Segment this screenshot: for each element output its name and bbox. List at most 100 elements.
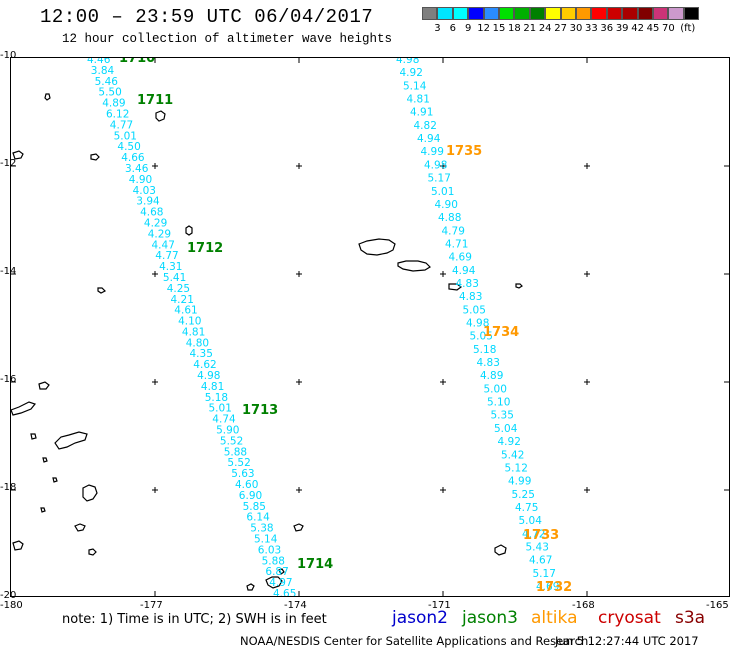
island-tonga-1 bbox=[494, 544, 507, 556]
jason3-track-west: 4.463.845.465.504.896.124.775.014.504.66… bbox=[87, 54, 296, 600]
swh-value: 4.83 bbox=[477, 357, 500, 369]
pass-time-label: 1733 bbox=[523, 528, 559, 543]
grid-tick bbox=[440, 487, 446, 493]
swh-value: 5.43 bbox=[526, 542, 549, 554]
colorbar-label: 45 bbox=[646, 23, 660, 34]
swh-value: 4.81 bbox=[182, 326, 205, 338]
pass-time-label: 1713 bbox=[242, 403, 278, 418]
colorbar-swatch bbox=[437, 7, 453, 20]
latitude-label: -16 bbox=[0, 374, 17, 385]
grid-tick bbox=[296, 271, 302, 277]
grid-tick bbox=[584, 163, 590, 169]
island-outlines bbox=[10, 93, 523, 591]
swh-value: 5.00 bbox=[484, 383, 507, 395]
island-fiji-1 bbox=[10, 401, 37, 416]
legend-jason2: jason2 bbox=[392, 608, 448, 628]
colorbar-label: 18 bbox=[508, 23, 521, 34]
island-small-5 bbox=[515, 283, 523, 289]
colorbar-label: 33 bbox=[585, 23, 598, 34]
swh-value: 5.18 bbox=[473, 344, 496, 356]
swh-value: 6.03 bbox=[258, 544, 281, 556]
island-fiji-8 bbox=[12, 540, 24, 551]
swh-value: 4.81 bbox=[407, 94, 430, 106]
longitude-label: -168 bbox=[572, 600, 595, 611]
colorbar-swatch bbox=[483, 7, 499, 20]
colorbar-label: 39 bbox=[615, 23, 629, 34]
longitude-label: -174 bbox=[284, 600, 307, 611]
colorbar-swatch bbox=[560, 7, 576, 20]
swh-value: 4.66 bbox=[121, 152, 145, 164]
swh-value: 4.29 bbox=[144, 218, 167, 230]
island-futuna bbox=[185, 225, 193, 236]
swh-value: 5.88 bbox=[224, 446, 247, 458]
swh-value: 4.80 bbox=[186, 337, 209, 349]
legend-jason3: jason3 bbox=[462, 608, 518, 628]
pass-time-label: 1735 bbox=[446, 144, 482, 159]
swh-value: 5.52 bbox=[227, 457, 250, 469]
swh-value: 5.01 bbox=[209, 403, 232, 415]
swh-value: 4.99 bbox=[421, 146, 444, 158]
island-small-6 bbox=[448, 283, 462, 291]
swh-value: 5.04 bbox=[494, 423, 518, 435]
swh-value: 4.92 bbox=[498, 436, 521, 448]
map-canvas: 4.463.845.465.504.896.124.775.014.504.66… bbox=[10, 51, 729, 600]
graticule-grid bbox=[11, 58, 729, 596]
swh-value: 4.89 bbox=[102, 98, 125, 110]
colorbar-label: 15 bbox=[492, 23, 506, 34]
swh-value: 4.71 bbox=[445, 238, 468, 250]
swh-value: 5.05 bbox=[470, 331, 493, 343]
swh-value: 4.75 bbox=[515, 502, 538, 514]
swh-value: 4.94 bbox=[417, 133, 441, 145]
grid-tick bbox=[152, 487, 158, 493]
longitude-label: -165 bbox=[706, 600, 729, 611]
generated-timestamp: Jun 5 12:27:44 UTC 2017 bbox=[555, 634, 699, 648]
swh-value: 4.92 bbox=[400, 67, 423, 79]
swh-value: 3.84 bbox=[91, 65, 115, 77]
colorbar-swatch bbox=[499, 7, 515, 20]
pass-time-label: 1734 bbox=[483, 325, 519, 340]
grid-tick bbox=[440, 271, 446, 277]
swh-value: 6.90 bbox=[239, 490, 262, 502]
swh-value: 5.63 bbox=[231, 468, 254, 480]
swh-value: 5.52 bbox=[220, 435, 243, 447]
grid-tick bbox=[584, 271, 590, 277]
swh-value: 4.72 bbox=[522, 528, 545, 540]
island-fiji-2 bbox=[54, 431, 88, 450]
swh-value: 5.01 bbox=[431, 186, 454, 198]
colorbar-label: 70 bbox=[662, 23, 675, 34]
grid-tick bbox=[152, 163, 158, 169]
swh-value: 5.88 bbox=[262, 555, 285, 567]
legend-cryosat: cryosat bbox=[598, 608, 661, 628]
island-fiji-10 bbox=[40, 507, 46, 513]
island-tonga-4 bbox=[246, 583, 255, 591]
colorbar-swatch bbox=[529, 7, 546, 20]
swh-value: 4.74 bbox=[212, 414, 236, 426]
swh-value: 5.17 bbox=[428, 173, 451, 185]
swh-value: 4.89 bbox=[480, 370, 503, 382]
island-vavau bbox=[293, 523, 304, 532]
colorbar-label: 27 bbox=[554, 23, 567, 34]
colorbar-swatch bbox=[606, 7, 623, 20]
island-small-2 bbox=[12, 150, 24, 160]
latitude-label: -20 bbox=[0, 590, 17, 601]
swh-value: 4.65 bbox=[273, 588, 296, 596]
swh-value: 5.01 bbox=[114, 130, 137, 142]
grid-tick bbox=[296, 379, 302, 385]
swh-value: 5.38 bbox=[250, 523, 273, 535]
colorbar-label: 24 bbox=[538, 23, 552, 34]
altika-track-east: 4.984.925.144.814.914.824.944.994.985.17… bbox=[396, 54, 559, 593]
swh-value: 4.99 bbox=[508, 476, 531, 488]
swh-value: 4.83 bbox=[459, 291, 482, 303]
grid-tick bbox=[440, 163, 446, 169]
legend-s3a: s3a bbox=[675, 608, 706, 628]
swh-value: 4.29 bbox=[148, 228, 171, 240]
latitude-label: -14 bbox=[0, 266, 17, 277]
longitude-label: -177 bbox=[140, 600, 163, 611]
island-small-1 bbox=[44, 93, 51, 101]
colorbar-label: 9 bbox=[465, 23, 472, 34]
colorbar-swatch bbox=[637, 7, 653, 20]
swh-value: 4.98 bbox=[197, 370, 220, 382]
swh-value: 4.67 bbox=[529, 555, 552, 567]
island-fiji-3 bbox=[30, 433, 37, 440]
altika-pass-times: 1735 1734 1733 1732 bbox=[446, 144, 572, 595]
